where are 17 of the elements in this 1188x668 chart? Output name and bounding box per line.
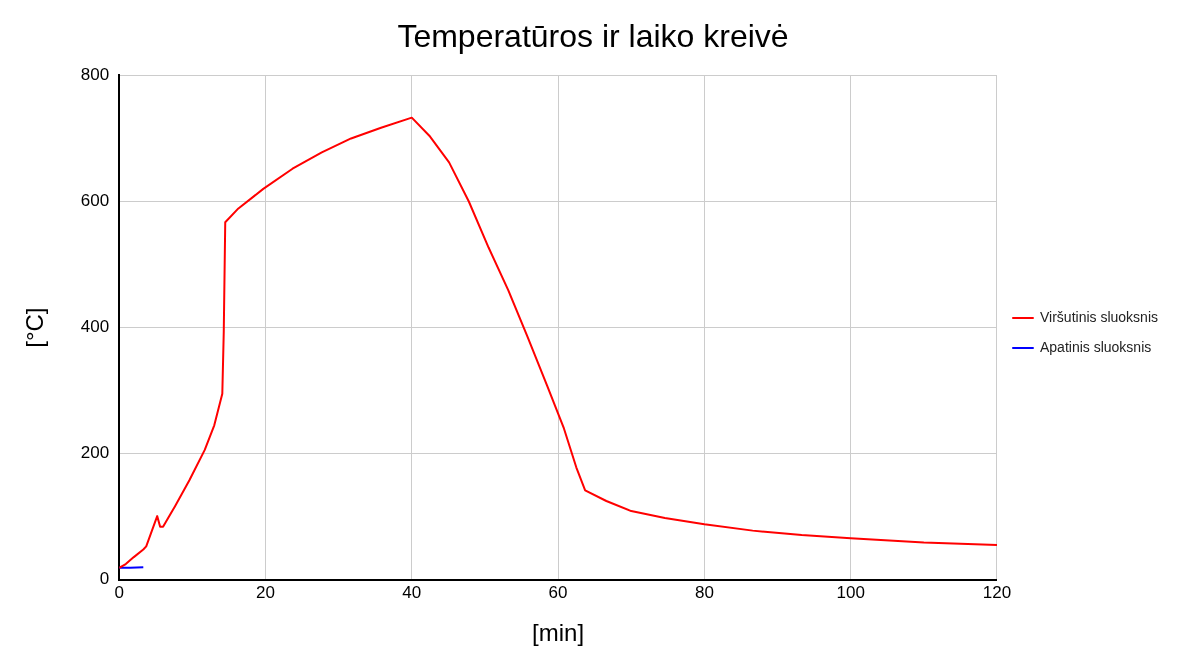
chart-title: Temperatūros ir laiko kreivė	[397, 18, 789, 55]
legend-label: Viršutinis sluoksnis	[1039, 308, 1159, 325]
x-tick-label: 100	[836, 582, 865, 602]
y-tick-label: 0	[99, 569, 110, 589]
x-axis-title: [min]	[532, 619, 585, 647]
y-axis-title: [°C]	[21, 307, 49, 348]
x-tick-label: 80	[694, 582, 714, 602]
x-tick-label: 40	[402, 582, 422, 602]
y-tick-label: 800	[80, 65, 110, 85]
x-tick-label: 20	[256, 582, 275, 602]
y-tick-label: 400	[80, 317, 110, 337]
x-tick-label: 60	[548, 582, 568, 602]
legend-label: Apatinis sluoksnis	[1039, 338, 1152, 355]
x-tick-label: 0	[114, 582, 124, 602]
y-tick-label: 200	[80, 443, 110, 463]
x-tick-label: 120	[982, 582, 1012, 602]
y-tick-label: 600	[80, 191, 110, 211]
